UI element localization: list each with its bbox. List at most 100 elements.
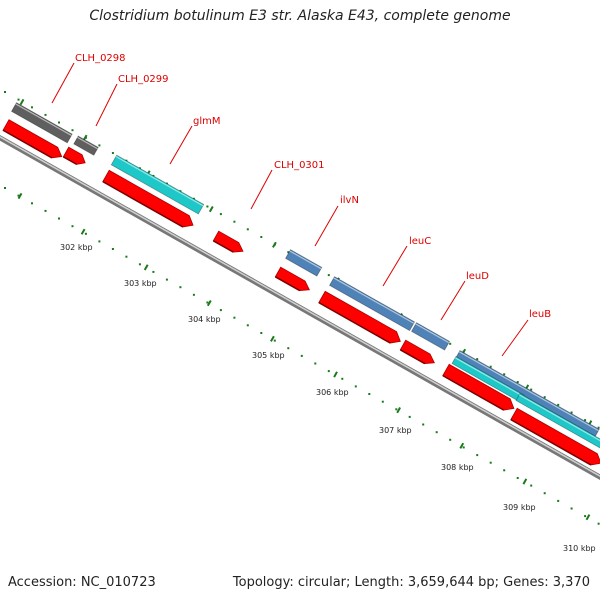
scale-dot-outer [71,129,74,132]
cds-arrow-ilvn [274,266,310,292]
scale-dash-inner [206,300,212,307]
scale-dot-inner [246,324,249,327]
scale-dot-outer [543,396,546,399]
cds-arrow-leuc-shadow [318,302,391,344]
scale-dash-inner [17,192,23,200]
scale-dot-outer [489,365,492,368]
gene-bar-ilvn-shape [284,249,323,277]
topology-summary: Topology: circular; Length: 3,659,644 bp… [232,575,590,590]
cds-arrow-leud-shadow [399,349,426,365]
scale-dot-inner [314,362,317,365]
cds-arrow-clh0301-shadow [212,240,234,253]
gene-bar-glmm-highlight [115,155,204,207]
gene-label-clh0301: CLH_0301 [274,160,325,171]
scale-dot-inner [570,507,573,510]
cds-arrow-clh0298-shape [2,119,63,159]
scale-dot-inner [557,499,560,502]
tick-label: 303 kbp [124,279,157,288]
tick-label: 310 kbp [563,544,596,553]
scale-dot-outer [192,197,195,200]
scale-dot-outer [570,411,573,414]
leader-line-clh0298 [51,62,75,104]
scale-dot-inner [516,477,519,479]
scale-dot-inner [381,400,384,403]
cds-arrow-ilvn-shadow [274,276,301,292]
scale-dot-outer [58,121,60,124]
gene-bar-leuc-shape [328,276,416,332]
gene-label-leuc: leuC [409,236,431,247]
scale-dot-inner [287,347,290,350]
tick-label: 308 kbp [441,463,474,472]
leader-line-leuc [382,245,408,287]
gene-bar-clh0299-shape [73,135,99,156]
accession-text: Accession: NC_010723 [8,575,156,590]
scale-dot-outer [233,220,236,223]
cds-arrow-glmm-shape [102,169,194,228]
gene-bar-clh0298 [10,102,73,144]
leader-line-leub [501,319,529,357]
tick-label: 307 kbp [379,426,412,435]
cds-arrow-clh0298 [2,119,63,159]
scale-dot-inner [435,431,438,434]
gene-label-leub: leuB [529,309,551,320]
gene-bar-leud [410,322,451,351]
scale-dot-inner [449,438,452,441]
scale-dot-inner [233,316,236,319]
scale-dot-inner [71,225,74,228]
gene-bar-cyan-right [515,392,600,451]
scale-dot-inner [152,270,155,273]
gene-bar-cyan-right-highlight [518,394,600,445]
cds-arrow-leuc-shape [318,290,401,344]
scale-dot-inner [125,255,128,258]
scale-dash-inner [522,478,528,485]
scale-dot-outer [98,144,101,147]
gene-bar-leub-highlight [458,351,599,432]
scale-dot-inner [395,408,398,411]
scale-dash-inner [459,442,465,449]
gene-bar-clh0299-highlight [77,136,98,150]
gene-labels: CLH_0298 CLH_0299 glmM CLH_0301 ilvN leu… [75,53,551,320]
scale-dot-outer [246,228,249,231]
cds-arrow-right [510,407,600,466]
scale-dot-outer [584,419,587,422]
scale-dot-inner [44,209,47,212]
scale-dot-inner [408,415,411,418]
scale-dot-outer [530,388,533,391]
cds-arrow-leub [442,363,515,411]
cds-arrow-leub-shadow [442,375,505,411]
tick-label: 309 kbp [503,503,536,512]
cds-arrow-ilvn-shape [274,266,310,291]
scale-dot-inner [165,278,168,281]
scale-dash-inner [143,264,149,271]
gene-bar-leud-highlight [415,323,450,344]
scale-dot-inner [192,293,195,296]
tick-label: 304 kbp [188,315,221,324]
scale-dot-inner [300,354,303,357]
scale-dot-outer [44,113,47,116]
cds-arrow-clh0299-shape [62,146,86,165]
scale-dash-inner [270,335,275,342]
scale-dot-inner [597,522,600,525]
gene-bar-glmm [110,154,205,215]
gene-bar-leub-cyan-highlight [454,357,524,397]
tick-label: 302 kbp [60,243,93,252]
scale-dash-inner [396,407,401,414]
backbone-highlight [0,135,600,478]
leader-line-clh0301 [250,169,273,210]
scale-dash-outer [19,98,25,106]
gene-bar-clh0299 [73,135,99,156]
scale-dot-inner [4,187,6,189]
scale-dot-inner [543,492,546,495]
leader-line-leud [440,280,466,321]
scale-dot-inner [354,385,357,388]
scale-dot-inner [530,484,533,487]
gene-bar-leud-shape [410,322,451,351]
gene-label-clh0298: CLH_0298 [75,53,126,64]
cds-arrow-clh0301-shape [212,230,244,253]
scale-dot-inner [111,248,114,250]
scale-dot-inner [503,469,506,472]
leader-line-glmm [169,125,193,165]
cds-arrow-clh0298-shadow [2,129,53,159]
cds-arrow-leuc [318,290,401,344]
